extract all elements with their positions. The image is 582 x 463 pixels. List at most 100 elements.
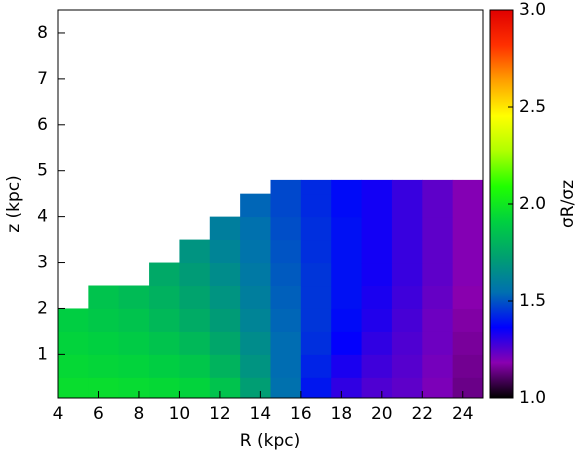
heat-cell <box>391 377 423 399</box>
heat-cell <box>361 262 393 287</box>
heat-cell <box>422 179 454 195</box>
y-tick-label: 4 <box>37 207 48 227</box>
heat-cell <box>361 377 393 399</box>
y-tick-label: 2 <box>37 298 48 318</box>
heat-cell <box>179 262 211 287</box>
heat-cell <box>452 285 484 309</box>
heat-cell <box>118 308 150 332</box>
heat-cell <box>361 308 393 332</box>
heat-cell <box>58 377 89 399</box>
heat-cell <box>300 285 332 309</box>
heat-cell <box>361 285 393 309</box>
heat-cell <box>300 216 332 241</box>
x-tick-label: 14 <box>250 404 272 424</box>
heat-cell <box>118 331 150 355</box>
heat-cell <box>331 193 363 218</box>
heat-cell <box>88 308 120 332</box>
y-tick-label: 3 <box>37 253 48 273</box>
heat-cell <box>270 193 302 218</box>
heat-cell <box>270 216 302 241</box>
heat-cell <box>391 308 423 332</box>
heat-cell <box>149 331 180 355</box>
heat-cell <box>149 285 180 309</box>
heat-cell <box>422 331 454 355</box>
heat-cell <box>58 331 89 355</box>
heat-cell <box>149 354 180 378</box>
x-tick-label: 16 <box>290 404 312 424</box>
heat-cell <box>300 377 332 399</box>
heat-cell <box>300 262 332 287</box>
colorbar-tick-label: 2.5 <box>519 97 546 117</box>
heat-cell <box>240 216 271 241</box>
x-tick-label: 6 <box>93 404 104 424</box>
y-tick-label: 7 <box>37 69 48 89</box>
heat-cell <box>300 193 332 218</box>
heat-cell <box>361 193 393 218</box>
heat-cell <box>331 216 363 241</box>
y-tick-label: 8 <box>37 23 48 43</box>
x-tick-label: 24 <box>452 404 474 424</box>
heat-cell <box>391 193 423 218</box>
heat-cell <box>331 239 363 264</box>
x-tick-label: 4 <box>53 404 64 424</box>
heat-cell <box>331 377 363 399</box>
heat-cell <box>300 354 332 378</box>
heat-cell <box>240 354 271 378</box>
heat-cell <box>58 354 89 378</box>
heat-cell <box>391 179 423 195</box>
heat-cell <box>118 377 150 399</box>
y-tick-label: 1 <box>37 344 48 364</box>
heat-cell <box>422 354 454 378</box>
heat-cell <box>361 216 393 241</box>
heat-cell <box>452 308 484 332</box>
plot-frame <box>57 9 484 399</box>
heat-cell <box>179 308 211 332</box>
heat-cell <box>270 331 302 355</box>
heat-cell <box>422 285 454 309</box>
heat-cell <box>240 331 271 355</box>
heat-cell <box>209 285 241 309</box>
heat-cell <box>209 308 241 332</box>
heat-cell <box>270 179 302 195</box>
heat-cell <box>391 216 423 241</box>
heat-cell <box>452 216 484 241</box>
heat-cell <box>300 331 332 355</box>
x-tick-label: 10 <box>169 404 191 424</box>
y-tick-label: 6 <box>37 115 48 135</box>
heat-cell <box>300 239 332 264</box>
heat-cell <box>179 285 211 309</box>
heat-cell <box>422 262 454 287</box>
colorbar-tick-label: 3.0 <box>519 0 546 20</box>
heat-cell <box>209 262 241 287</box>
heat-cell <box>179 239 211 264</box>
colorbar-label: σR/σz <box>558 180 578 228</box>
heat-cell <box>179 377 211 399</box>
heat-cell <box>179 354 211 378</box>
heat-cell <box>209 331 241 355</box>
heat-cell <box>361 331 393 355</box>
heat-cell <box>391 285 423 309</box>
heat-cell <box>240 308 271 332</box>
heat-cell <box>209 354 241 378</box>
heat-cell <box>270 285 302 309</box>
x-tick-label: 18 <box>331 404 353 424</box>
heat-cell <box>452 262 484 287</box>
heat-cell <box>149 262 180 287</box>
heat-cell <box>58 308 89 332</box>
heat-cell <box>270 377 302 399</box>
y-tick-label: 5 <box>37 161 48 181</box>
heat-cell <box>300 179 332 195</box>
colorbar-tick-label: 2.0 <box>519 194 546 214</box>
heat-cell <box>361 354 393 378</box>
heat-cell <box>240 239 271 264</box>
heat-cell <box>118 285 150 309</box>
x-tick-label: 12 <box>209 404 231 424</box>
heat-cell <box>270 239 302 264</box>
heat-cell <box>391 239 423 264</box>
x-tick-label: 22 <box>411 404 433 424</box>
heat-cell <box>452 354 484 378</box>
heat-cell <box>179 331 211 355</box>
heat-cell <box>422 239 454 264</box>
heat-cell <box>391 331 423 355</box>
heat-cell <box>422 193 454 218</box>
